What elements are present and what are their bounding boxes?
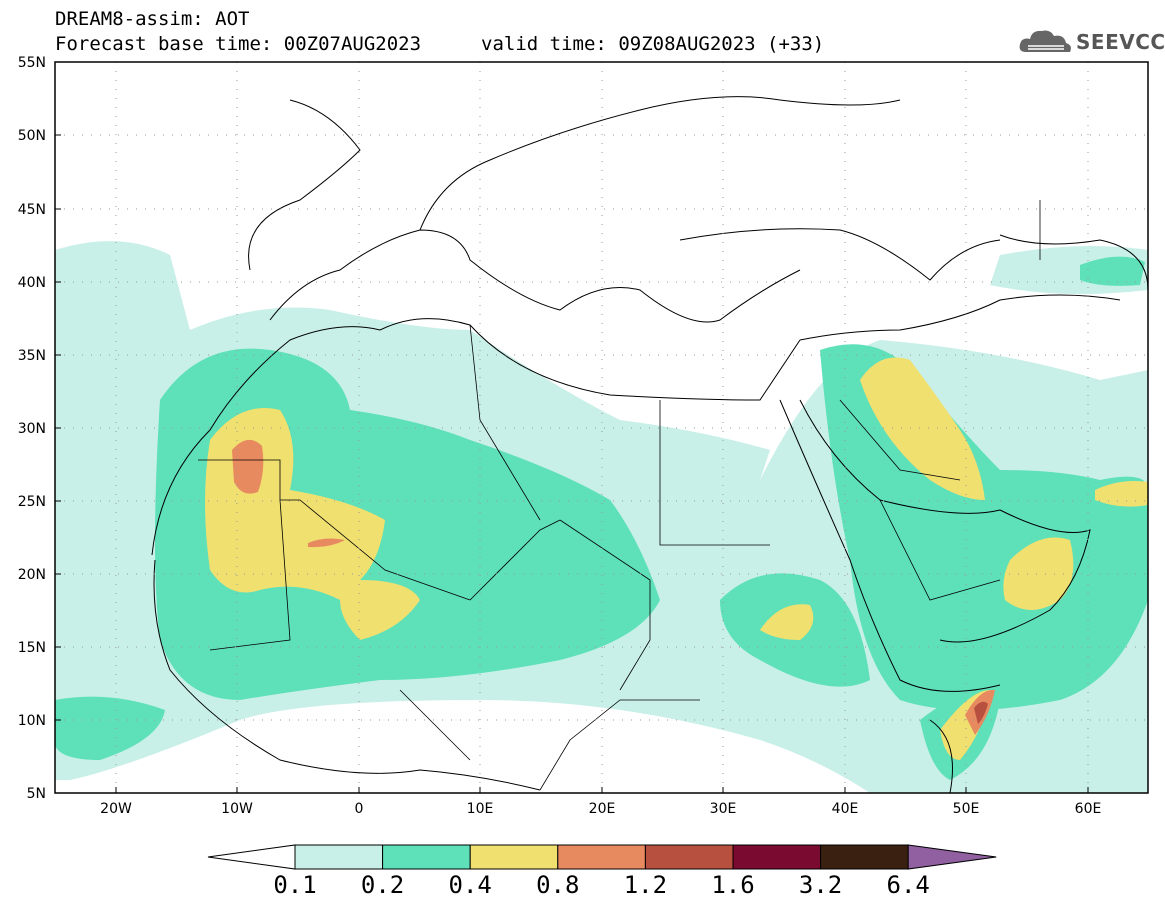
- colorbar-over-arrow: [907, 844, 997, 870]
- lat-label: 5N: [27, 786, 46, 802]
- lat-label: 30N: [18, 421, 46, 437]
- time-info: Forecast base time: 00Z07AUG2023 valid ti…: [55, 33, 824, 55]
- lon-label: 20W: [100, 801, 132, 817]
- colorbar-label: 6.4: [887, 871, 930, 899]
- lon-label: 10W: [221, 801, 253, 817]
- base-time-label: Forecast base time: 00Z07AUG2023: [55, 33, 422, 55]
- lat-labels: 55N 50N 45N 40N 35N 30N 25N 20N 15N 10N …: [18, 55, 46, 802]
- colorbar-label: 0.1: [273, 871, 316, 899]
- valid-time-label: valid time: 09Z08AUG2023 (+33): [481, 33, 825, 55]
- lat-label: 35N: [18, 348, 46, 364]
- colorbar-swatch: [469, 844, 559, 870]
- lon-label: 60E: [1075, 801, 1102, 817]
- colorbar-swatch: [557, 844, 646, 870]
- chart-title: DREAM8-assim: AOT: [55, 8, 250, 30]
- coastlines: [151, 96, 1148, 793]
- aot-field: [55, 241, 1148, 793]
- lat-label: 25N: [18, 494, 46, 510]
- colorbar-label: 0.4: [449, 871, 492, 899]
- colorbar-label: 1.6: [711, 871, 754, 899]
- colorbar-swatch: [294, 844, 384, 870]
- lon-label: 50E: [953, 801, 980, 817]
- lon-label: 20E: [589, 801, 616, 817]
- lon-label: 10E: [467, 801, 494, 817]
- lat-label: 55N: [18, 55, 46, 71]
- colorbar-under-arrow: [207, 844, 296, 870]
- colorbar-swatch: [732, 844, 822, 870]
- lat-label: 20N: [18, 567, 46, 583]
- colorbar-swatch: [382, 844, 471, 870]
- axis-ticks: [55, 61, 1089, 794]
- lat-label: 45N: [18, 202, 46, 218]
- colorbar-swatch: [820, 844, 909, 870]
- lon-label: 40E: [832, 801, 859, 817]
- seevccc-logo: SEEVCCC: [1018, 26, 1165, 56]
- lon-label: 30E: [710, 801, 737, 817]
- lat-label: 50N: [18, 128, 46, 144]
- logo-text: SEEVCCC: [1076, 30, 1165, 54]
- colorbar-label: 0.2: [361, 871, 404, 899]
- colorbar-swatch: [644, 844, 734, 870]
- lat-label: 15N: [18, 640, 46, 656]
- cloud-icon: [1019, 30, 1071, 52]
- colorbar-label: 0.8: [536, 871, 579, 899]
- lat-label: 40N: [18, 275, 46, 291]
- colorbar-label: 1.2: [624, 871, 667, 899]
- colorbar-label: 3.2: [799, 871, 842, 899]
- lon-label: 0: [355, 801, 364, 817]
- lon-labels: 20W 10W 0 10E 20E 30E 40E 50E 60E: [100, 801, 1101, 817]
- borders: [198, 200, 1041, 791]
- lat-label: 10N: [18, 713, 46, 729]
- aot-level-1-2: [974, 701, 988, 724]
- colorbar: 0.1 0.2 0.4 0.8 1.2 1.6 3.2 6.4: [207, 844, 997, 899]
